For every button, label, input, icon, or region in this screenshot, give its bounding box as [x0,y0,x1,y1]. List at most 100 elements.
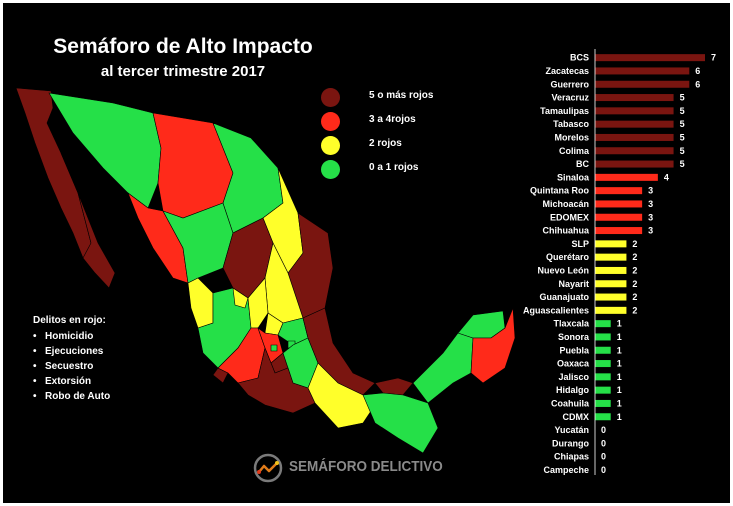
value-label: 5 [680,159,685,169]
bar [595,200,643,208]
delito-item: • Extorsión [33,376,92,387]
value-label: 1 [617,345,622,355]
value-label: 5 [680,146,685,156]
bar [595,187,643,195]
category-label: Chihuahua [543,226,590,236]
legend-label: 3 a 4rojos [369,114,416,125]
value-label: 1 [617,359,622,369]
legend-label: 5 o más rojos [369,90,434,101]
bar [595,120,674,128]
delitos-box: Delitos en rojo: • Homicidio • Ejecuciones… [33,315,110,404]
category-label: Quintana Roo [530,186,589,196]
legend-dot-icon [321,88,340,107]
semaforo-logo-icon [253,453,283,483]
bar [595,147,674,155]
map-state-tabasco [374,377,414,396]
bar [595,413,611,421]
value-label: 2 [632,252,637,262]
map-state-aguascalientes [232,287,249,309]
legend-dot-icon [321,160,340,179]
bar [595,67,690,75]
category-label: BCS [570,53,589,63]
map-state-guerrero [237,347,316,414]
value-label: 5 [680,93,685,103]
bar [595,386,611,394]
category-label: Zacatecas [545,66,589,76]
category-label: Tamaulipas [540,106,589,116]
category-label: Tabasco [553,119,589,129]
category-label: Michoacán [542,199,589,209]
delito-label: Extorsión [45,376,92,387]
bar [595,54,705,62]
bar-chart: BCS 7 Zacatecas 6 Guerrero 6 Veracruz 5 Tamaulip… [523,49,716,475]
map-state-sonora [48,92,162,209]
value-label: 7 [711,53,716,63]
category-label: Guerrero [550,79,589,89]
category-label: Puebla [559,345,590,355]
bar [595,240,627,248]
page-title: Semáforo de Alto Impacto [53,35,313,58]
delito-item: • Homicidio [33,331,94,342]
category-label: Sonora [558,332,590,342]
value-label: 1 [617,332,622,342]
category-label: Chiapas [554,452,589,462]
value-label: 4 [664,172,669,182]
bar [595,160,674,168]
value-label: 0 [601,438,606,448]
bar [595,293,627,301]
value-label: 6 [695,66,700,76]
category-label: CDMX [563,412,590,422]
bar [595,280,627,288]
value-label: 3 [648,212,653,222]
bar [595,360,611,368]
category-label: Colima [559,146,590,156]
value-label: 0 [601,425,606,435]
delito-label: Ejecuciones [45,346,104,357]
delito-label: Secuestro [45,361,94,372]
category-label: Yucatán [554,425,589,435]
value-label: 2 [632,305,637,315]
value-label: 2 [632,279,637,289]
category-label: EDOMEX [550,212,589,222]
bar [595,213,643,221]
bar [595,346,611,354]
bar [595,333,611,341]
value-label: 0 [601,465,606,475]
value-label: 2 [632,265,637,275]
logo-text: SEMÁFORO DELICTIVO [289,458,443,475]
map-state-cdmx [270,344,278,352]
value-label: 5 [680,106,685,116]
category-label: Tlaxcala [553,319,590,329]
value-label: 1 [617,398,622,408]
value-label: 1 [617,319,622,329]
bar-group: BCS 7 Zacatecas 6 Guerrero 6 Veracruz 5 Tamaulip… [523,49,716,475]
bar [595,133,674,141]
category-label: Guanajuato [539,292,589,302]
value-label: 1 [617,385,622,395]
category-label: BC [576,159,589,169]
value-label: 1 [617,372,622,382]
map-state-campeche [412,332,474,404]
legend-label: 2 rojos [369,138,402,149]
infographic-canvas: Semáforo de Alto Impacto al tercer trime… [3,3,730,503]
map-state-quintana-roo [470,307,516,384]
bar [595,253,627,261]
bar [595,173,658,181]
map-state-guanajuato [247,277,269,329]
legend-label: 0 a 1 rojos [369,162,419,173]
value-label: 3 [648,186,653,196]
category-label: Sinaloa [557,172,590,182]
value-label: 5 [680,119,685,129]
delito-item: • Ejecuciones [33,346,104,357]
category-label: Jalisco [558,372,589,382]
category-label: SLP [571,239,589,249]
delitos-title: Delitos en rojo: [33,315,106,326]
bar [595,306,627,314]
legend-dot-icon [321,136,340,155]
map-state-nayarit [187,277,214,329]
category-label: Nayarit [558,279,589,289]
category-label: Hidalgo [556,385,590,395]
category-label: Veracruz [551,93,589,103]
page-subtitle: al tercer trimestre 2017 [100,63,266,80]
